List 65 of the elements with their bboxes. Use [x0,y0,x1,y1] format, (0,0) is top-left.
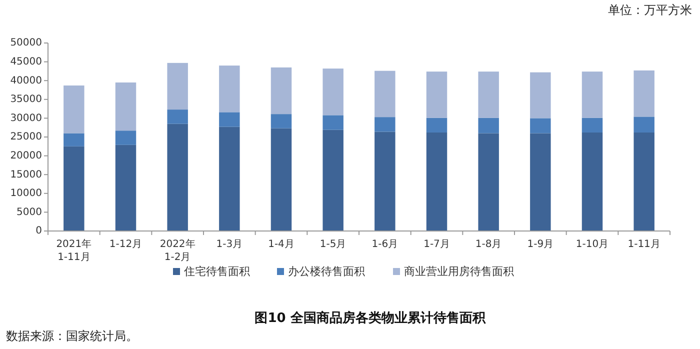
bar [374,70,396,118]
x-tick-label: 1-9月 [527,239,554,250]
bar [530,72,551,118]
source-note: 数据来源：国家统计局。 [6,329,138,343]
x-tick-label: 1-6月 [372,239,398,250]
bar [426,118,448,132]
bar [634,116,654,132]
bar [115,144,136,231]
y-tick-label: 50000 [10,38,42,49]
x-tick-label: 1-11月 [628,239,660,250]
bar [167,124,188,231]
bar [64,85,84,134]
bar [270,67,292,114]
bar [634,70,654,117]
bar [530,118,551,134]
x-tick-label: 2021年 1-11月 [56,238,92,263]
bar [426,132,448,231]
y-tick-label: 15000 [10,169,42,180]
x-tick-label: 1-10月 [576,239,609,250]
legend-label: 办公楼待售面积 [288,265,365,278]
bar [270,128,292,231]
bar [219,66,240,112]
bar [426,72,448,118]
y-tick-label: 0 [36,226,42,237]
chart-subtitle: 单位：万平方米 [608,3,692,17]
bar [322,115,344,130]
x-tick-label: 2022年 1-2月 [160,238,196,263]
bar [374,132,396,231]
bar [270,114,292,128]
bar [167,62,188,110]
y-tick-label: 40000 [10,75,42,86]
bar [322,130,344,231]
y-tick-label: 45000 [10,56,42,68]
bar [634,132,654,231]
bar [478,72,499,118]
y-tick-label: 25000 [10,132,42,143]
bar [167,110,188,124]
bar [219,126,240,231]
bar [219,112,240,127]
x-tick-label: 1-4月 [268,239,294,250]
x-tick-label: 1-5月 [320,239,346,250]
bar [582,72,603,118]
y-tick-label: 35000 [10,94,42,106]
bar [64,133,84,146]
bar [374,117,396,132]
y-tick-label: 10000 [10,188,42,200]
bar [322,68,344,116]
bar [64,146,84,231]
x-tick-label: 1-12月 [109,239,142,250]
bar [582,118,603,132]
legend-label: 商业营业用房待售面积 [404,265,514,278]
legend-label: 住宅待售面积 [184,265,250,278]
y-tick-label: 30000 [10,112,42,124]
y-tick-label: 5000 [16,206,42,218]
x-tick-label: 1-3月 [216,239,243,250]
bar [115,130,136,145]
y-tick-label: 20000 [10,150,42,162]
text: 图10 全国商品房各类物业累计待售面积 [254,310,486,326]
bar [582,132,603,231]
x-tick-label: 1-7月 [424,239,450,250]
bar [115,82,136,131]
bar [478,118,499,134]
x-tick-label: 1-8月 [475,239,502,250]
bar [530,133,551,231]
bar [478,133,499,231]
